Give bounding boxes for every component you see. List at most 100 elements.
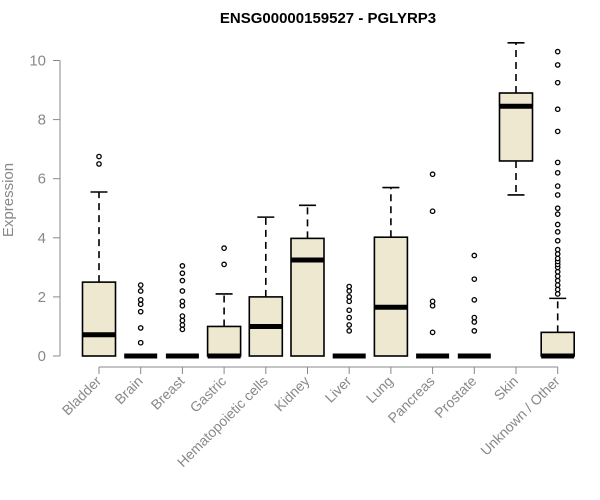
outlier-point <box>221 261 227 268</box>
outlier-point <box>554 237 561 244</box>
box-group <box>248 216 284 357</box>
x-tick-label: Brain <box>111 373 145 407</box>
outlier-point <box>346 322 353 328</box>
x-tick-label: Unknown / Other <box>477 373 563 459</box>
outlier-point <box>554 169 561 176</box>
outlier-point <box>471 276 478 283</box>
outlier-point <box>554 229 561 235</box>
outlier-point <box>554 128 561 135</box>
outlier-point <box>179 277 186 284</box>
box-body <box>81 281 117 357</box>
outlier-point <box>137 282 144 288</box>
outlier-point <box>471 314 478 321</box>
y-tick-label: 8 <box>38 112 46 129</box>
x-tick-label: Bladder <box>59 373 105 419</box>
outlier-point <box>179 322 186 328</box>
outlier-point <box>346 294 353 300</box>
outlier-point <box>554 268 561 275</box>
chart-title: ENSG00000159527 - PGLYRP3 <box>220 10 436 27</box>
box-group <box>416 171 450 359</box>
outlier-point <box>429 329 436 336</box>
outlier-point <box>429 302 436 309</box>
outlier-point <box>179 313 186 319</box>
outlier-point <box>554 273 561 280</box>
outlier-point <box>346 288 353 294</box>
y-tick-label: 2 <box>38 289 46 306</box>
outlier-point <box>471 297 478 303</box>
outlier-point <box>179 302 186 309</box>
outlier-point <box>554 251 561 257</box>
outlier-point <box>554 62 561 68</box>
outlier-point <box>137 325 144 331</box>
outlier-point <box>554 277 561 284</box>
outlier-point <box>96 161 102 167</box>
outlier-point <box>554 255 561 262</box>
x-tick-label: Liver <box>322 373 355 406</box>
box-body <box>290 237 325 357</box>
outlier-point <box>554 211 561 218</box>
y-tick-label: 6 <box>38 171 46 188</box>
outlier-point <box>554 282 561 288</box>
box-group <box>165 263 199 359</box>
outlier-point <box>554 205 561 212</box>
outlier-point <box>179 298 186 305</box>
y-tick-label: 10 <box>29 53 46 70</box>
outlier-point <box>96 153 102 160</box>
outlier-point <box>137 308 144 315</box>
outlier-point <box>179 326 186 333</box>
x-tick-label: Lung <box>363 373 396 406</box>
box-group <box>206 245 242 359</box>
outlier-point <box>137 301 144 308</box>
plot-area <box>81 41 576 359</box>
box-body <box>498 92 534 162</box>
outlier-point <box>471 328 478 334</box>
outlier-point <box>346 283 353 290</box>
x-tick-label: Skin <box>491 373 522 404</box>
y-tick-label: 4 <box>38 230 46 247</box>
outlier-point <box>346 298 353 305</box>
outlier-point <box>137 339 144 346</box>
outlier-point <box>554 159 561 166</box>
outlier-point <box>554 246 561 253</box>
outlier-point <box>554 291 561 297</box>
box-group <box>457 252 491 359</box>
box-group <box>290 204 325 357</box>
outlier-point <box>554 221 561 228</box>
outlier-point <box>429 208 436 215</box>
box-group <box>498 41 534 196</box>
box-group <box>373 186 409 357</box>
outlier-point <box>179 288 186 294</box>
outlier-point <box>179 270 186 277</box>
outlier-point <box>554 79 561 86</box>
outlier-point <box>429 171 436 178</box>
box-group <box>332 283 366 359</box>
outlier-point <box>471 252 478 259</box>
outlier-point <box>554 183 561 189</box>
y-axis-label: Expression <box>0 163 17 237</box>
box-group <box>124 282 158 359</box>
outlier-point <box>554 192 561 198</box>
box-body <box>206 325 242 357</box>
outlier-point <box>554 106 561 113</box>
outlier-point <box>137 297 144 303</box>
y-tick-label: 0 <box>38 348 46 365</box>
outlier-point <box>137 288 144 294</box>
outlier-point <box>554 48 561 55</box>
x-tick-label: Breast <box>148 373 188 413</box>
outlier-point <box>179 263 186 269</box>
y-axis: 0 2 4 6 8 10 <box>29 53 61 365</box>
x-tick-label: Prostate <box>431 373 479 421</box>
outlier-point <box>346 314 353 321</box>
box-group <box>81 153 117 357</box>
outlier-point <box>179 317 186 324</box>
outlier-point <box>429 298 436 305</box>
outlier-point <box>346 328 353 334</box>
outlier-point <box>471 319 478 325</box>
outlier-point <box>221 245 227 251</box>
outlier-point <box>346 307 353 314</box>
outlier-point <box>554 286 561 293</box>
box-body <box>373 236 409 357</box>
box-group <box>540 48 576 359</box>
